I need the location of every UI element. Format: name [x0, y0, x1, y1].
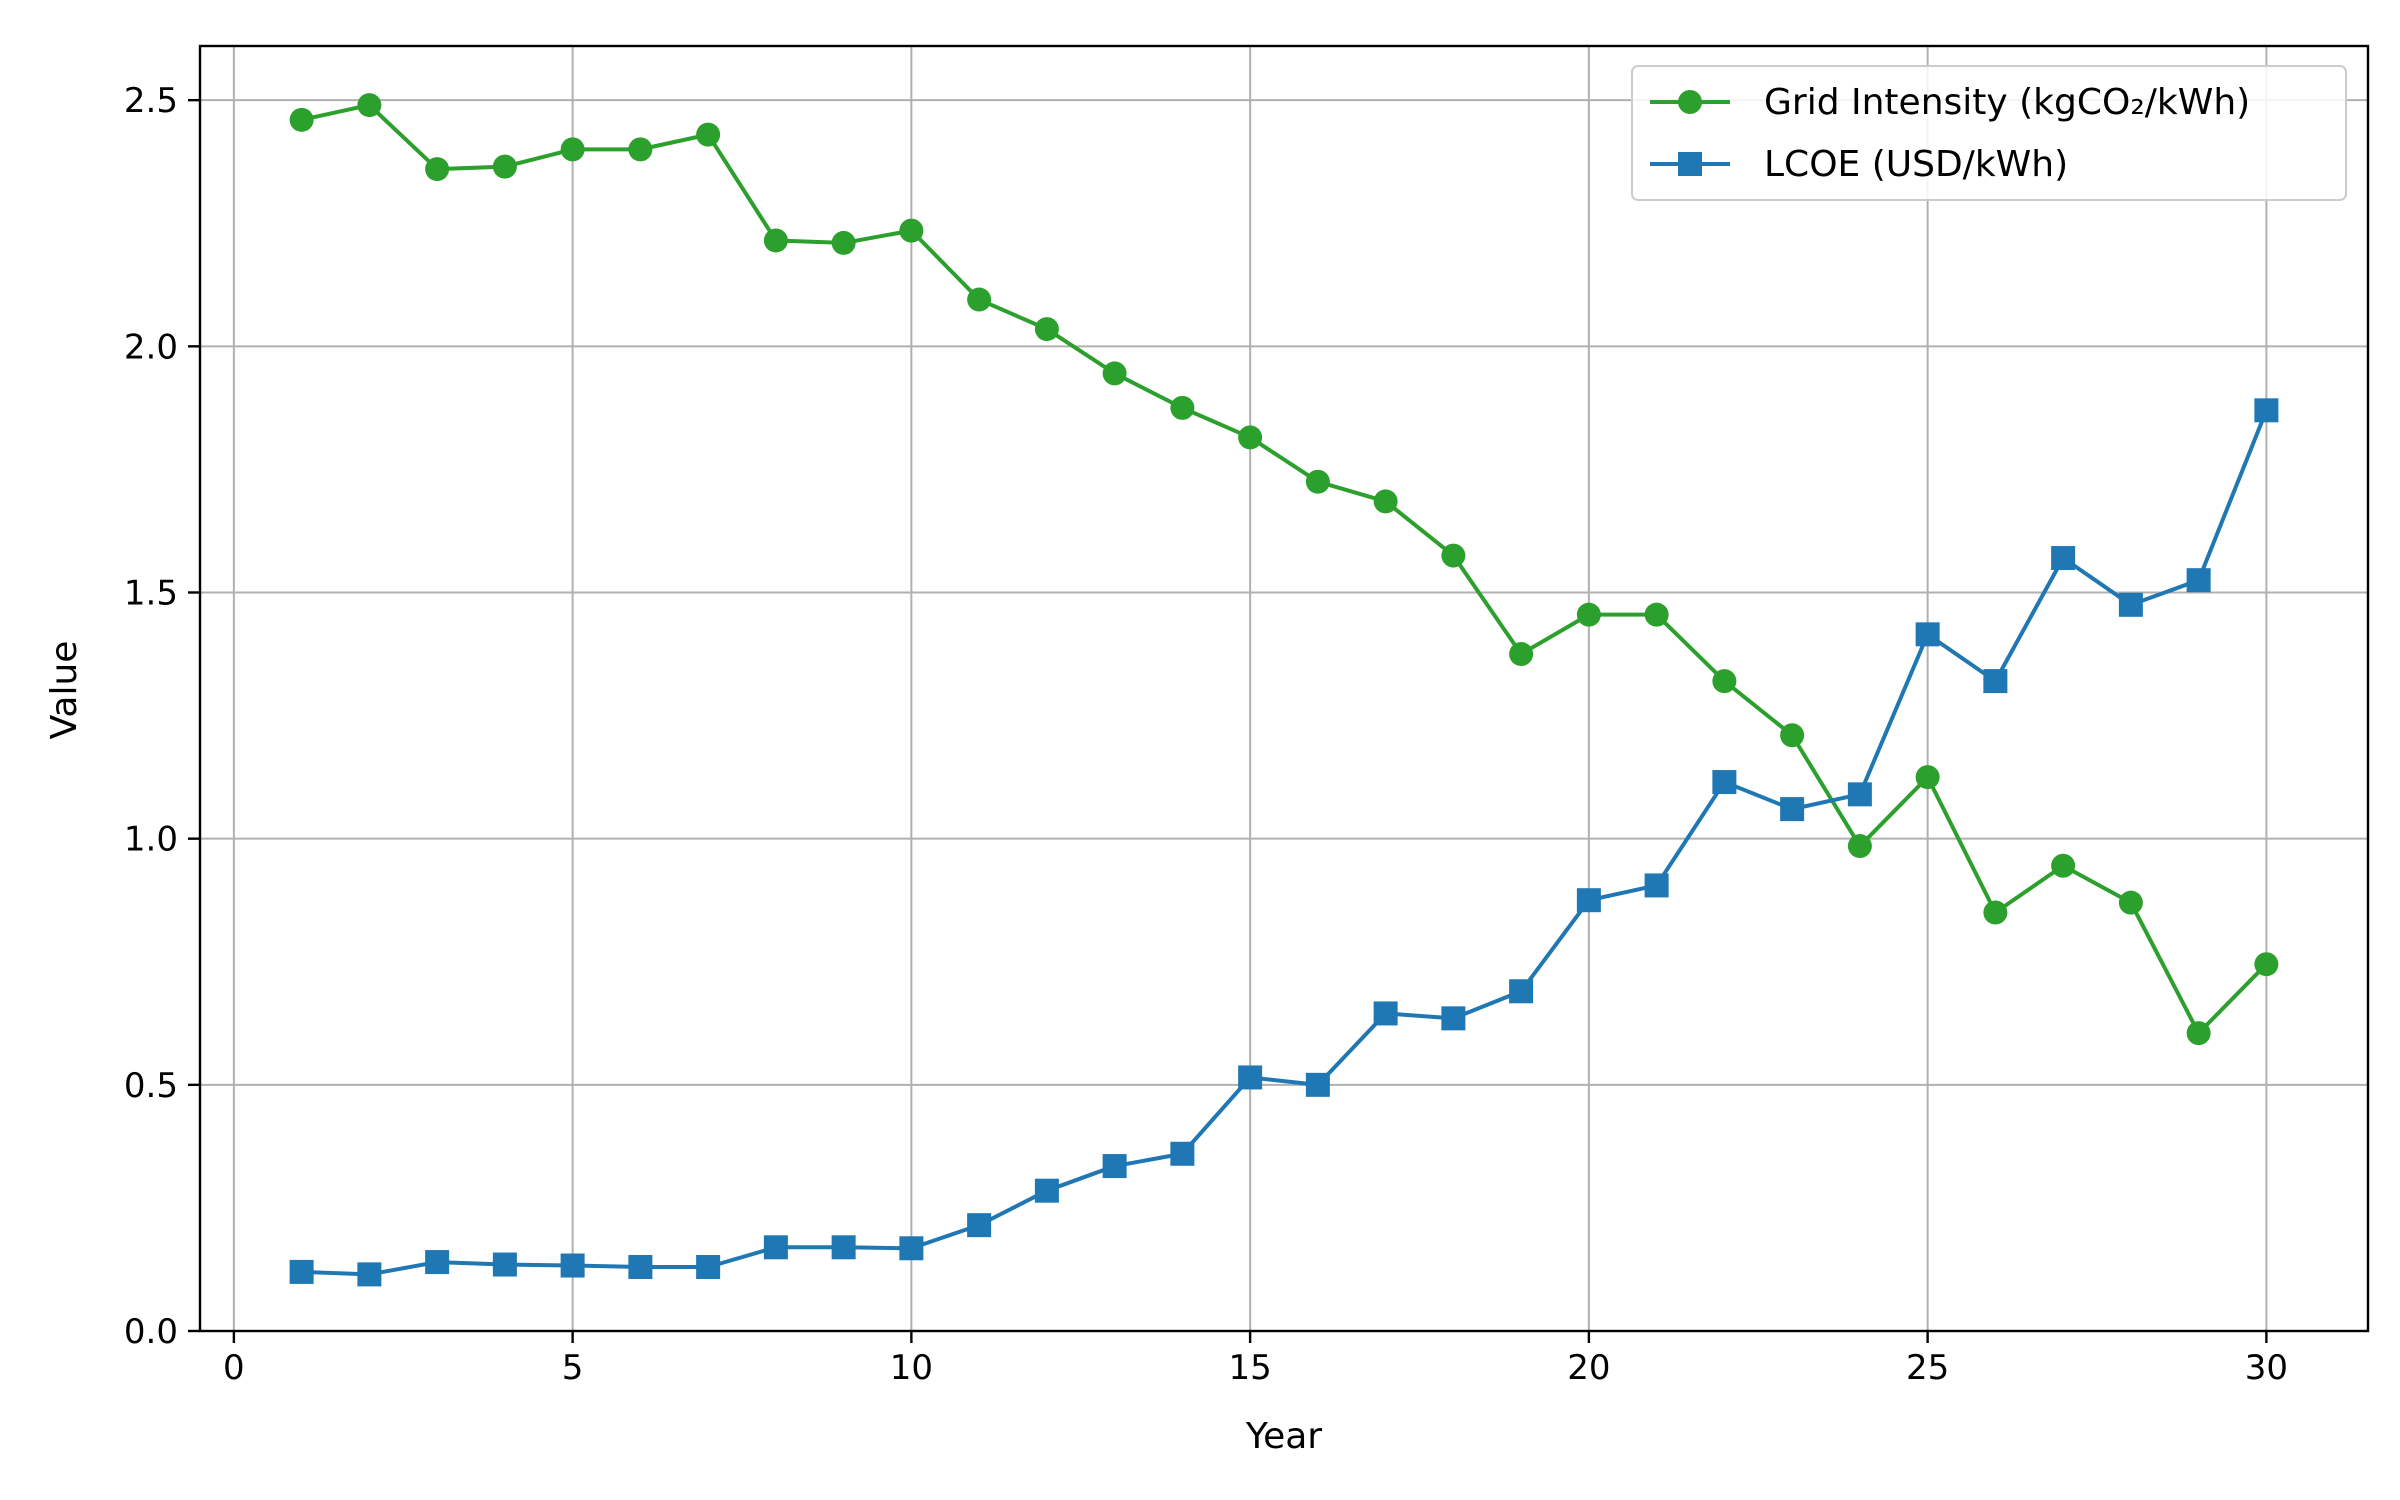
data-point-square: [492, 1252, 517, 1277]
data-point-circle: [831, 230, 856, 255]
data-point-square: [1102, 1154, 1127, 1179]
y-axis-label: Value: [44, 641, 85, 740]
data-point-square: [289, 1259, 314, 1284]
data-point-circle: [1238, 425, 1263, 450]
x-tick-label: 20: [1567, 1348, 1610, 1388]
axis-ticks: 0 5 10 15 20 25 30 0.0 0.5 1.0 1.5 2.0 2.5: [124, 81, 2288, 1388]
data-point-circle: [357, 93, 382, 118]
legend-label: Grid Intensity (kgCO₂/kWh): [1764, 82, 2250, 123]
plot-frame: [198, 44, 2370, 1333]
data-point-circle: [1780, 723, 1805, 748]
data-point-circle: [899, 218, 924, 243]
data-point-square: [1915, 622, 1940, 647]
data-point-square: [425, 1250, 450, 1275]
data-point-square: [628, 1254, 653, 1279]
x-axis-label: Year: [1245, 1416, 1322, 1457]
data-point-circle: [1915, 765, 1940, 790]
data-point-square: [1170, 1141, 1195, 1166]
data-point-square: [899, 1236, 924, 1261]
y-tick-label: 0.5: [124, 1066, 178, 1106]
series-layer: [289, 93, 2279, 1287]
data-point-circle: [2186, 1021, 2211, 1046]
data-point-square: [1238, 1065, 1263, 1090]
series-line: [301, 103, 2268, 1036]
x-tick-label: 25: [1906, 1348, 1949, 1388]
data-point-circle: [1644, 602, 1669, 627]
data-point-square: [1712, 770, 1737, 795]
data-point-square: [1644, 873, 1669, 898]
data-point-square: [1034, 1178, 1059, 1203]
x-tick-label: 10: [890, 1348, 933, 1388]
data-point-circle: [1712, 669, 1737, 694]
series-2: [289, 398, 2279, 1287]
data-point-circle: [1509, 642, 1534, 667]
data-point-circle: [1847, 834, 1872, 859]
data-point-circle: [560, 137, 585, 162]
data-point-circle: [1305, 469, 1330, 494]
data-point-square: [1983, 669, 2008, 694]
data-point-circle: [492, 154, 517, 179]
y-tick-label: 1.5: [124, 573, 178, 613]
data-point-circle: [1102, 361, 1127, 386]
data-point-circle: [2118, 890, 2143, 915]
data-point-square: [1509, 979, 1534, 1004]
data-point-square: [2254, 398, 2279, 423]
data-point-circle: [1441, 543, 1466, 568]
data-point-circle: [1034, 317, 1059, 342]
legend: Grid Intensity (kgCO₂/kWh) LCOE (USD/kWh): [1631, 65, 2347, 201]
data-point-square: [1576, 888, 1601, 913]
data-point-square: [2186, 568, 2211, 593]
data-point-circle: [1983, 900, 2008, 925]
legend-marker: [1678, 152, 1702, 176]
data-point-square: [1780, 797, 1805, 822]
y-tick-label: 2.0: [124, 327, 178, 367]
y-tick-label: 1.0: [124, 820, 178, 860]
series-line: [301, 409, 2269, 1277]
data-point-circle: [289, 107, 314, 132]
data-point-circle: [628, 137, 653, 162]
data-point-square: [1373, 1001, 1398, 1026]
y-tick-label: 0.0: [124, 1312, 178, 1352]
x-tick-label: 5: [562, 1348, 584, 1388]
series-1: [289, 93, 2279, 1046]
data-point-circle: [2254, 952, 2279, 977]
data-point-square: [2051, 546, 2076, 571]
data-point-circle: [2051, 853, 2076, 878]
grid-lines: [200, 46, 2368, 1332]
data-point-circle: [967, 287, 992, 312]
x-tick-label: 0: [223, 1348, 245, 1388]
data-point-circle: [425, 157, 450, 182]
legend-marker: [1678, 90, 1702, 114]
data-point-circle: [1170, 395, 1195, 420]
data-point-square: [560, 1253, 585, 1278]
data-point-square: [831, 1235, 856, 1260]
data-point-square: [1441, 1006, 1466, 1031]
data-point-circle: [696, 122, 721, 147]
data-point-square: [2118, 592, 2143, 617]
legend-box: [1631, 65, 2347, 201]
data-point-square: [967, 1213, 992, 1238]
legend-label: LCOE (USD/kWh): [1764, 144, 2068, 185]
x-tick-label: 15: [1228, 1348, 1271, 1388]
data-point-square: [763, 1235, 788, 1260]
data-point-square: [1847, 782, 1872, 807]
data-point-square: [696, 1254, 721, 1279]
data-point-circle: [763, 228, 788, 253]
data-point-square: [1305, 1072, 1330, 1097]
x-tick-label: 30: [2245, 1348, 2288, 1388]
data-point-square: [357, 1262, 382, 1287]
y-tick-label: 2.5: [124, 81, 178, 121]
data-point-circle: [1373, 489, 1398, 514]
data-point-circle: [1576, 602, 1601, 627]
